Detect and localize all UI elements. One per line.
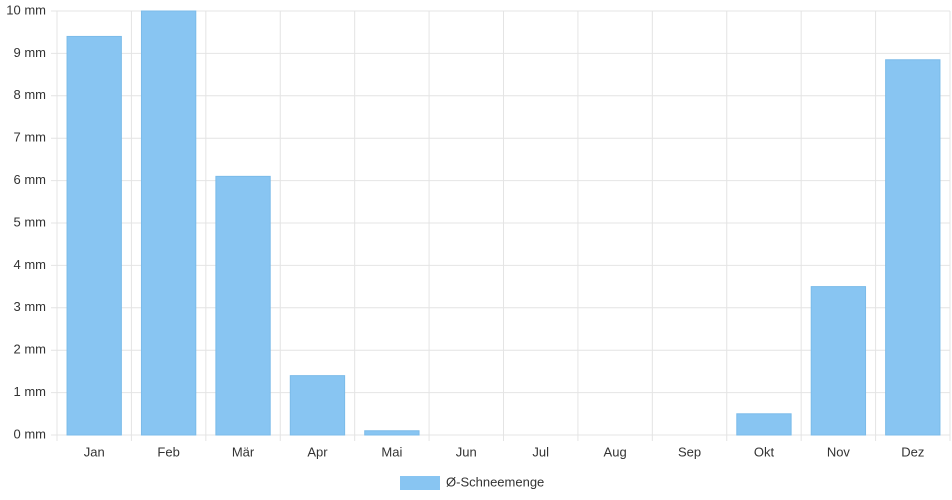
bar	[289, 375, 346, 436]
bar	[736, 413, 792, 436]
x-tick-label: Okt	[754, 444, 775, 459]
x-tick-label: Mai	[381, 444, 402, 459]
bar	[140, 10, 197, 436]
y-tick-label: 3 mm	[14, 299, 47, 314]
y-tick-label: 10 mm	[6, 2, 46, 17]
y-tick-label: 0 mm	[14, 426, 47, 441]
bar	[810, 286, 867, 436]
x-tick-label: Aug	[604, 444, 627, 459]
legend-label: Ø-Schneemenge	[446, 474, 544, 489]
bar	[885, 59, 941, 436]
legend-swatch	[400, 476, 440, 490]
x-tick-label: Sep	[678, 444, 701, 459]
y-tick-label: 7 mm	[14, 130, 47, 145]
bar	[66, 35, 122, 436]
x-tick-label: Feb	[157, 444, 179, 459]
x-tick-label: Jan	[84, 444, 105, 459]
y-tick-label: 6 mm	[14, 172, 47, 187]
bar	[364, 430, 420, 436]
x-tick-label: Nov	[827, 444, 851, 459]
bar	[215, 175, 271, 436]
y-tick-label: 1 mm	[14, 384, 47, 399]
y-tick-label: 2 mm	[14, 342, 47, 357]
x-tick-label: Jun	[456, 444, 477, 459]
x-tick-label: Dez	[901, 444, 924, 459]
y-tick-label: 5 mm	[14, 214, 47, 229]
y-tick-label: 4 mm	[14, 257, 47, 272]
x-tick-label: Mär	[232, 444, 255, 459]
y-tick-label: 9 mm	[14, 45, 47, 60]
y-tick-label: 8 mm	[14, 87, 47, 102]
x-tick-label: Jul	[532, 444, 549, 459]
x-tick-label: Apr	[307, 444, 328, 459]
